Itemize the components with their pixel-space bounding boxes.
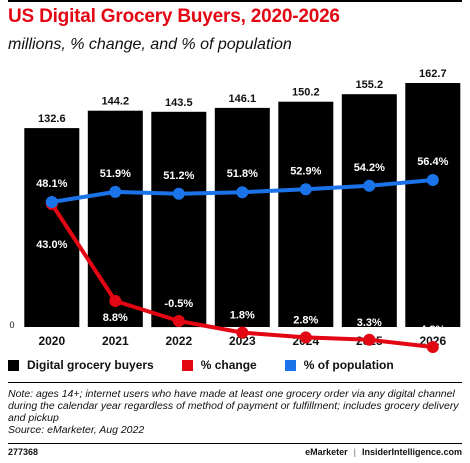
change-point-2022	[172, 315, 185, 327]
bar-2025	[341, 94, 397, 327]
bar-2026	[405, 83, 461, 327]
legend-swatch-buyers	[8, 359, 19, 371]
x-tick-2023: 2023	[229, 334, 256, 348]
bar-2024	[278, 101, 334, 327]
change-point-2025	[363, 333, 376, 346]
top-rule	[8, 0, 462, 2]
brand-separator: |	[353, 447, 356, 457]
bar-2023	[214, 107, 270, 328]
x-tick-2021: 2021	[102, 334, 129, 348]
x-tick-2022: 2022	[165, 334, 192, 348]
change-point-2023	[236, 326, 249, 339]
change-label-2025: 3.3%	[357, 317, 382, 329]
brand-emarketer: eMarketer	[305, 447, 348, 457]
population-point-2026	[426, 174, 439, 186]
legend-item-population: % of population	[284, 358, 394, 372]
legend-item-change: % change	[181, 358, 257, 372]
brand-insider-intelligence: InsiderIntelligence.com	[361, 447, 462, 457]
chart-subtitle: millions, % change, and % of population	[8, 36, 292, 53]
bar-label-2026: 162.7	[419, 68, 447, 80]
legend-label-population: % of population	[303, 358, 394, 372]
change-point-2024	[299, 331, 312, 344]
change-label-2021: 8.8%	[103, 312, 128, 324]
population-label-2023: 51.8%	[227, 168, 258, 180]
legend: Digital grocery buyers % change % of pop…	[8, 358, 394, 372]
change-point-2021	[109, 295, 122, 307]
legend-label-buyers: Digital grocery buyers	[27, 358, 154, 372]
population-label-2025: 54.2%	[354, 162, 385, 174]
population-label-2024: 52.9%	[290, 165, 321, 177]
change-label-2020: 43.0%	[36, 239, 67, 251]
note-source: Source: eMarketer, Aug 2022	[8, 424, 145, 436]
population-label-2022: 51.2%	[163, 170, 194, 182]
bar-label-2020: 132.6	[38, 113, 66, 125]
bar-label-2023: 146.1	[229, 93, 257, 105]
population-label-2020: 48.1%	[36, 178, 67, 190]
population-point-2024	[299, 183, 312, 196]
legend-item-buyers: Digital grocery buyers	[8, 358, 154, 372]
note-divider	[8, 382, 462, 383]
bar-2021	[87, 110, 143, 327]
footer-divider	[8, 443, 462, 444]
legend-swatch-change	[181, 359, 193, 371]
population-point-2023	[236, 186, 249, 199]
bar-label-2024: 150.2	[292, 87, 320, 99]
bar-2022	[151, 111, 207, 328]
y-baseline-label: 0	[9, 320, 14, 330]
note-text: Note: ages 14+; internet users who have …	[8, 388, 459, 424]
bar-2020	[24, 128, 80, 327]
population-point-2021	[109, 185, 122, 198]
change-label-2022: -0.5%	[164, 298, 193, 310]
footer-brand: eMarketer | InsiderIntelligence.com	[305, 447, 462, 457]
change-label-2024: 2.8%	[293, 314, 318, 326]
change-label-2026: 4.8%	[420, 324, 445, 336]
x-tick-2020: 2020	[38, 334, 65, 348]
chart-note: Note: ages 14+; internet users who have …	[8, 388, 462, 436]
bar-label-2022: 143.5	[165, 97, 193, 109]
chart-id: 277368	[8, 447, 39, 457]
population-label-2026: 56.4%	[417, 156, 448, 168]
change-point-2026	[426, 341, 439, 353]
change-label-2023: 1.8%	[230, 310, 255, 322]
chart-title: US Digital Grocery Buyers, 2020-2026	[8, 6, 340, 27]
population-point-2022	[172, 187, 185, 200]
population-point-2025	[363, 179, 376, 192]
population-point-2020	[45, 196, 58, 208]
legend-swatch-population	[284, 359, 296, 371]
bar-label-2025: 155.2	[356, 79, 384, 91]
bar-label-2021: 144.2	[102, 96, 130, 108]
legend-label-change: % change	[200, 358, 257, 372]
population-label-2021: 51.9%	[100, 168, 131, 180]
